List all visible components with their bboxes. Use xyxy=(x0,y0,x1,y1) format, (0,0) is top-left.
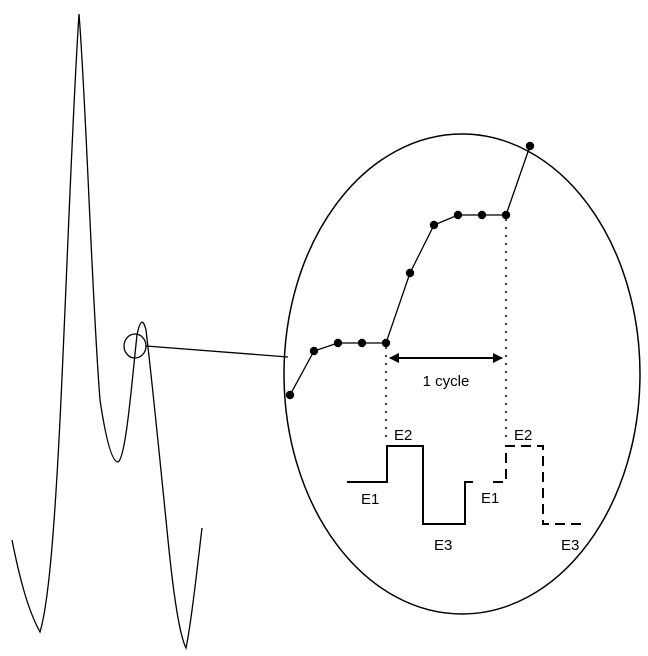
cycle-label: 1 cycle xyxy=(423,373,470,390)
waveform-label-e2: E2 xyxy=(394,427,412,444)
waveform-label-e1: E1 xyxy=(361,491,379,508)
data-point xyxy=(477,210,487,220)
data-point xyxy=(501,210,511,220)
data-point xyxy=(429,220,439,230)
data-point xyxy=(381,338,391,348)
data-point xyxy=(405,268,415,278)
chromatogram-trace xyxy=(11,13,203,650)
potential-waveform-cycle-2 xyxy=(493,445,586,525)
data-point xyxy=(357,338,367,348)
sampled-data-points xyxy=(285,141,535,400)
data-point xyxy=(525,141,535,151)
waveform-label-e3: E3 xyxy=(434,537,452,554)
data-point xyxy=(309,346,319,356)
data-point xyxy=(453,210,463,220)
data-point xyxy=(333,338,343,348)
data-point xyxy=(285,390,295,400)
waveform-label-e2: E2 xyxy=(514,427,532,444)
magnified-view-ellipse xyxy=(283,133,641,615)
waveform-label-e3: E3 xyxy=(561,537,579,554)
potential-waveform-cycle-1 xyxy=(347,445,473,525)
zoom-connector-line xyxy=(145,345,289,358)
waveform-label-e1: E1 xyxy=(481,490,499,507)
